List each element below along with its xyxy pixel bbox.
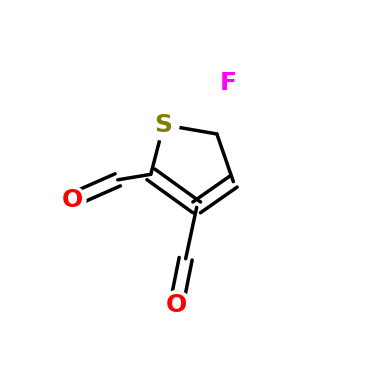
Text: O: O [166, 292, 187, 317]
Text: O: O [61, 188, 83, 212]
Circle shape [214, 69, 242, 97]
Circle shape [148, 109, 179, 140]
Text: F: F [219, 70, 236, 95]
Text: S: S [155, 113, 173, 137]
Circle shape [163, 291, 190, 319]
Circle shape [58, 186, 86, 214]
